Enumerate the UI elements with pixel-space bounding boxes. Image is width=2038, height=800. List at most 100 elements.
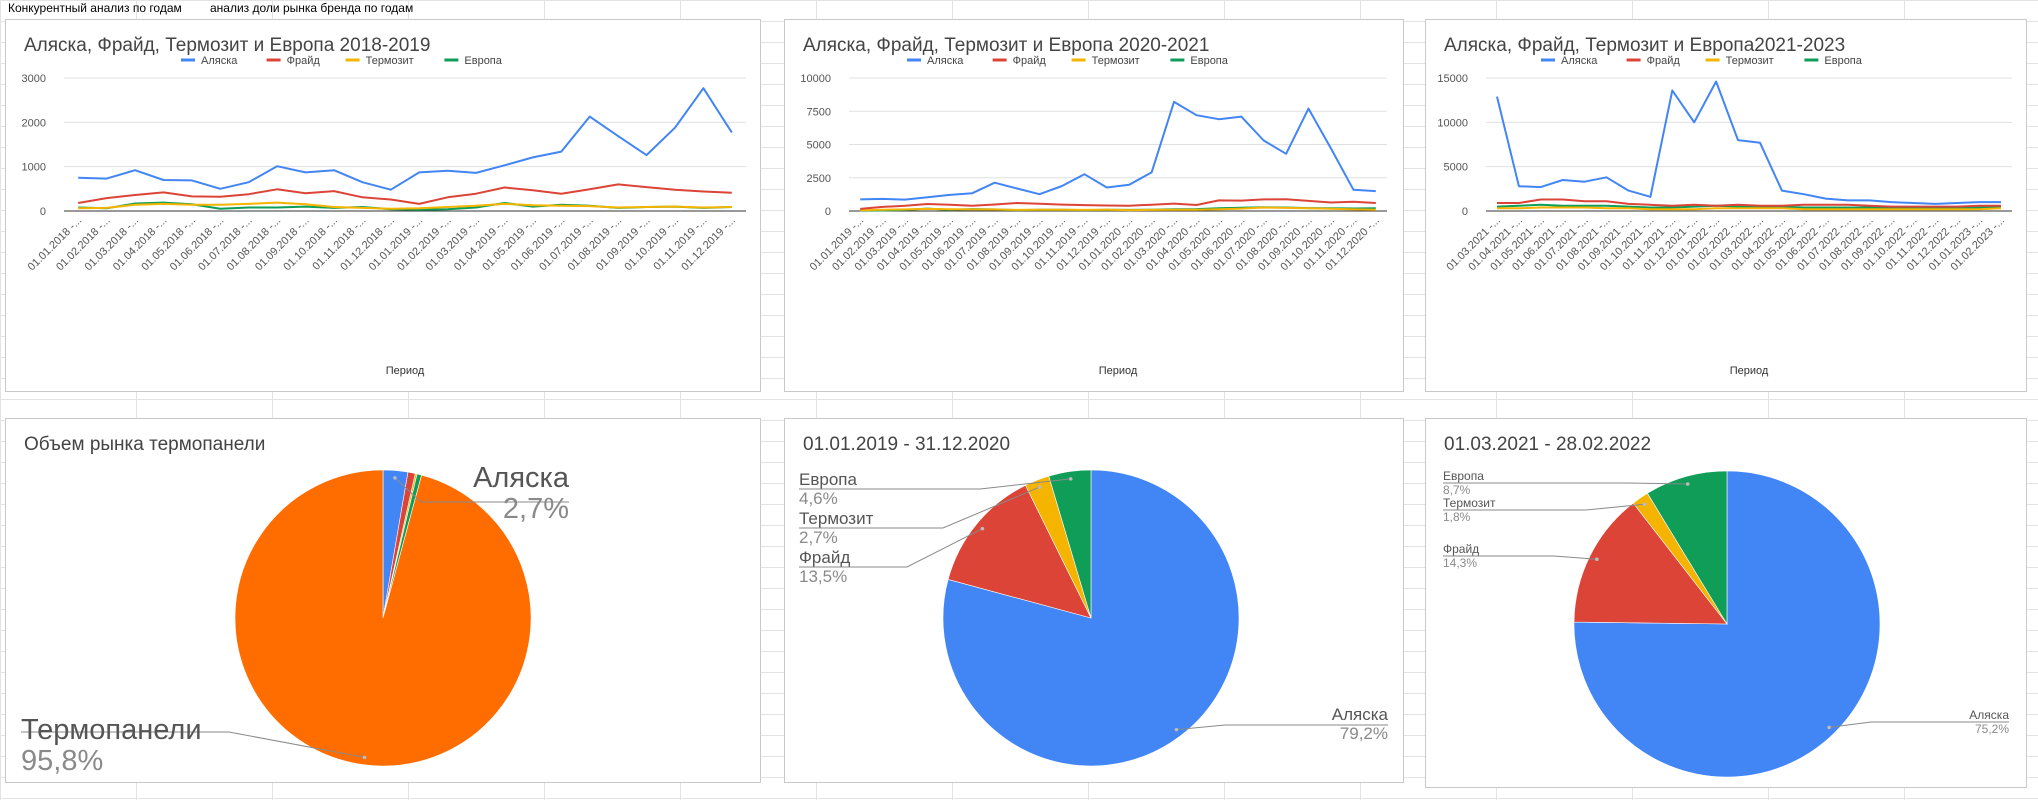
leader-dot xyxy=(1068,477,1073,481)
leader-line xyxy=(1443,555,1597,560)
line-chart-card-2020-2021[interactable]: Аляска, Фрайд, Термозит и Европа 2020-20… xyxy=(784,19,1404,392)
series-line-2 xyxy=(1497,206,2002,211)
legend-entry: Европа xyxy=(464,55,502,67)
slice-name-label: Европа xyxy=(799,470,857,489)
leader-dot xyxy=(1685,482,1690,486)
slice-percent-label: 4,6% xyxy=(799,489,838,508)
chart-title: Аляска, Фрайд, Термозит и Европа2021-202… xyxy=(1444,35,1846,56)
series-line-1 xyxy=(1497,198,2001,208)
legend-entry: Аляска xyxy=(927,55,964,67)
slice-percent-label: 79,2% xyxy=(1340,724,1388,743)
leader-dot xyxy=(980,526,985,531)
series-line-1 xyxy=(860,198,1376,210)
legend-entry: Фрайд xyxy=(1013,55,1047,67)
y-tick-label: 2000 xyxy=(22,117,46,129)
y-tick-label: 7500 xyxy=(807,106,831,118)
y-tick-label: 3000 xyxy=(22,73,46,85)
y-tick-label: 0 xyxy=(1462,206,1468,218)
series-line-2 xyxy=(78,201,732,210)
chart-title: Аляска, Фрайд, Термозит и Европа 2020-20… xyxy=(803,35,1210,56)
y-tick-label: 2500 xyxy=(807,173,831,185)
y-tick-label: 1000 xyxy=(22,162,46,174)
y-tick-label: 15000 xyxy=(1437,73,1468,85)
pie-chart-card-2021-2022[interactable]: 01.03.2021 - 28.02.2022 Европа 8,7% Термоз… xyxy=(1425,418,2027,788)
legend-entry: Термозит xyxy=(1726,55,1774,67)
y-tick-label: 5000 xyxy=(807,140,831,152)
line-chart-card-2021-2023[interactable]: Аляска, Фрайд, Термозит и Европа2021-202… xyxy=(1425,19,2027,392)
slice-name-label: Фрайд xyxy=(799,548,850,567)
leader-dot xyxy=(393,476,397,480)
leader-line xyxy=(799,486,1040,529)
sheet-header: Конкурентный анализ по годам анализ доли… xyxy=(0,0,2038,16)
slice-percent-label: 1,8% xyxy=(1443,510,1471,524)
leader-line xyxy=(394,477,569,503)
legend-entry: Аляска xyxy=(201,55,238,67)
leader-line xyxy=(1443,503,1645,511)
pie-slice-3 xyxy=(1048,469,1092,619)
leader-line xyxy=(21,731,365,758)
series-line-0 xyxy=(1496,80,2001,205)
leader-dot xyxy=(1642,502,1647,507)
legend-entry: Европа xyxy=(1190,55,1228,67)
slice-name-label: Термозит xyxy=(799,509,874,528)
slice-name-label: Аляска xyxy=(1969,708,2009,722)
chart-title: 01.01.2019 - 31.12.2020 xyxy=(803,434,1011,455)
series-line-1 xyxy=(78,183,732,205)
slice-percent-label: 75,2% xyxy=(1975,722,2009,736)
leader-line xyxy=(799,528,983,568)
slice-percent-label: 2,7% xyxy=(503,493,569,525)
y-tick-label: 10000 xyxy=(800,73,831,85)
y-tick-label: 0 xyxy=(825,206,831,218)
leader-dot xyxy=(1595,557,1599,562)
slice-name-label: Аляска xyxy=(473,462,570,494)
pie-chart-card-market-volume[interactable]: Объем рынка термопанели Аляска 2,7% Термоп… xyxy=(5,418,761,783)
pie-slice-1 xyxy=(947,484,1092,619)
leader-line xyxy=(799,478,1071,490)
legend-entry: Аляска xyxy=(1561,55,1598,67)
legend-entry: Европа xyxy=(1824,55,1862,67)
chart-title: 01.03.2021 - 28.02.2022 xyxy=(1444,434,1652,455)
series-line-0 xyxy=(860,100,1376,201)
leader-line xyxy=(1829,721,2009,728)
slice-percent-label: 13,5% xyxy=(799,567,847,586)
line-chart-2018-2019: Аляска Фрайд Термозит Европа010002000300001… xyxy=(22,55,746,377)
slice-percent-label: 95,8% xyxy=(21,745,103,777)
slice-percent-label: 8,7% xyxy=(1443,483,1471,497)
sheet-label-market-share: анализ доли рынка бренда по годам xyxy=(210,1,414,15)
y-tick-label: 0 xyxy=(40,206,46,218)
series-line-2 xyxy=(860,206,1376,212)
leader-line xyxy=(1176,724,1388,731)
slice-name-label: Термопанели xyxy=(21,714,202,746)
pie-chart-card-2019-2020[interactable]: 01.01.2019 - 31.12.2020 Европа 4,6% Термоз… xyxy=(784,418,1404,783)
slice-name-label: Термозит xyxy=(1443,496,1496,510)
legend-entry: Фрайд xyxy=(287,55,321,67)
y-tick-label: 5000 xyxy=(1444,162,1468,174)
slice-percent-label: 14,3% xyxy=(1443,556,1477,570)
slice-percent-label: 2,7% xyxy=(799,528,838,547)
pie-slice-3 xyxy=(1647,470,1728,626)
leader-dot xyxy=(362,755,367,760)
leader-dot xyxy=(1827,725,1831,730)
sheet-label-competitive: Конкурентный анализ по годам xyxy=(8,1,182,15)
y-tick-label: 10000 xyxy=(1437,117,1468,129)
chart-title: Аляска, Фрайд, Термозит и Европа 2018-20… xyxy=(24,35,431,56)
legend-entry: Термозит xyxy=(1092,55,1140,67)
leader-line xyxy=(1443,482,1688,485)
slice-name-label: Фрайд xyxy=(1443,542,1479,556)
slice-name-label: Европа xyxy=(1443,469,1484,483)
legend-entry: Термозит xyxy=(366,55,414,67)
x-axis-title: Период xyxy=(386,365,425,377)
slice-name-label: Аляска xyxy=(1332,705,1389,724)
leader-dot xyxy=(1174,727,1179,732)
series-line-0 xyxy=(78,87,733,191)
pie-slice-1 xyxy=(1573,502,1728,625)
leader-dot xyxy=(1037,485,1042,489)
line-chart-card-2018-2019[interactable]: Аляска, Фрайд, Термозит и Европа 2018-20… xyxy=(5,19,761,392)
x-axis-title: Период xyxy=(1730,365,1769,377)
pie-slice-0 xyxy=(1573,470,1881,778)
legend-entry: Фрайд xyxy=(1647,55,1681,67)
pie-slice-4 xyxy=(234,469,532,767)
